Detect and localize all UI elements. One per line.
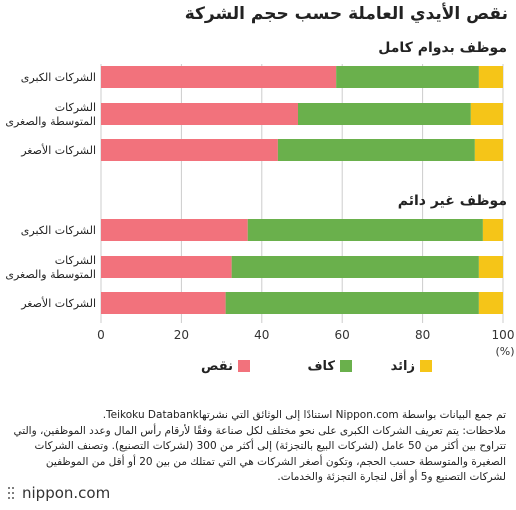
legend-label: زائد xyxy=(391,359,415,374)
bar-segment xyxy=(277,139,475,161)
category-label: الشركات الكبرى xyxy=(21,224,96,237)
chart-title: نقص الأيدي العاملة حسب حجم الشركة xyxy=(184,4,508,24)
bar-segment xyxy=(101,66,337,88)
x-unit-label: (%) xyxy=(495,345,514,358)
category-label: الشركات الكبرى xyxy=(21,71,96,84)
logo-text: nippon.com xyxy=(22,484,111,502)
x-tick-label: 60 xyxy=(335,328,350,342)
bar-segment xyxy=(101,256,232,278)
bar-segment xyxy=(101,139,278,161)
nippon-logo: nippon.com xyxy=(8,484,110,502)
legend-swatch xyxy=(238,360,250,372)
category-label: الشركات المتوسطة والصغرى xyxy=(5,254,96,281)
bar-segment xyxy=(482,219,503,241)
bar-segment xyxy=(478,292,503,314)
bar-segment xyxy=(478,66,503,88)
bar-segment xyxy=(225,292,479,314)
bar-segment xyxy=(247,219,483,241)
chart: موظف بدوام كامل الشركات الكبرى الشركات المت… xyxy=(5,40,515,374)
bar-segment xyxy=(478,256,503,278)
bar-segment xyxy=(231,256,479,278)
bar-segment xyxy=(101,103,298,125)
x-tick-label: 20 xyxy=(174,328,189,342)
x-tick-label: 100 xyxy=(492,328,515,342)
x-tick-label: 40 xyxy=(254,328,269,342)
bar-segment xyxy=(101,292,226,314)
panel-heading: موظف بدوام كامل xyxy=(378,40,507,56)
source-notes: تم جمع البيانات بواسطة Nippon.com استناد… xyxy=(10,408,506,486)
category-label: الشركات الأصغر xyxy=(20,143,96,157)
bar-segment xyxy=(336,66,479,88)
category-label: الشركات الأصغر xyxy=(20,296,96,310)
category-label: الشركات المتوسطة والصغرى xyxy=(5,101,96,128)
x-tick-label: 0 xyxy=(97,328,105,342)
logo-dots-icon xyxy=(8,486,18,500)
x-tick-label: 80 xyxy=(415,328,430,342)
bar-segment xyxy=(297,103,471,125)
legend-label: نقص xyxy=(201,359,233,374)
bar-segment xyxy=(101,219,248,241)
notes-text: ملاحظات: يتم تعريف الشركات الكبرى على نح… xyxy=(13,424,506,484)
legend-swatch xyxy=(420,360,432,372)
panel-heading: موظف غير دائم xyxy=(398,193,507,209)
bar-segment xyxy=(474,139,503,161)
legend-swatch xyxy=(340,360,352,372)
legend-label: كاف xyxy=(307,359,335,374)
source-line: تم جمع البيانات بواسطة Nippon.com استناد… xyxy=(102,409,506,421)
bar-segment xyxy=(470,103,503,125)
